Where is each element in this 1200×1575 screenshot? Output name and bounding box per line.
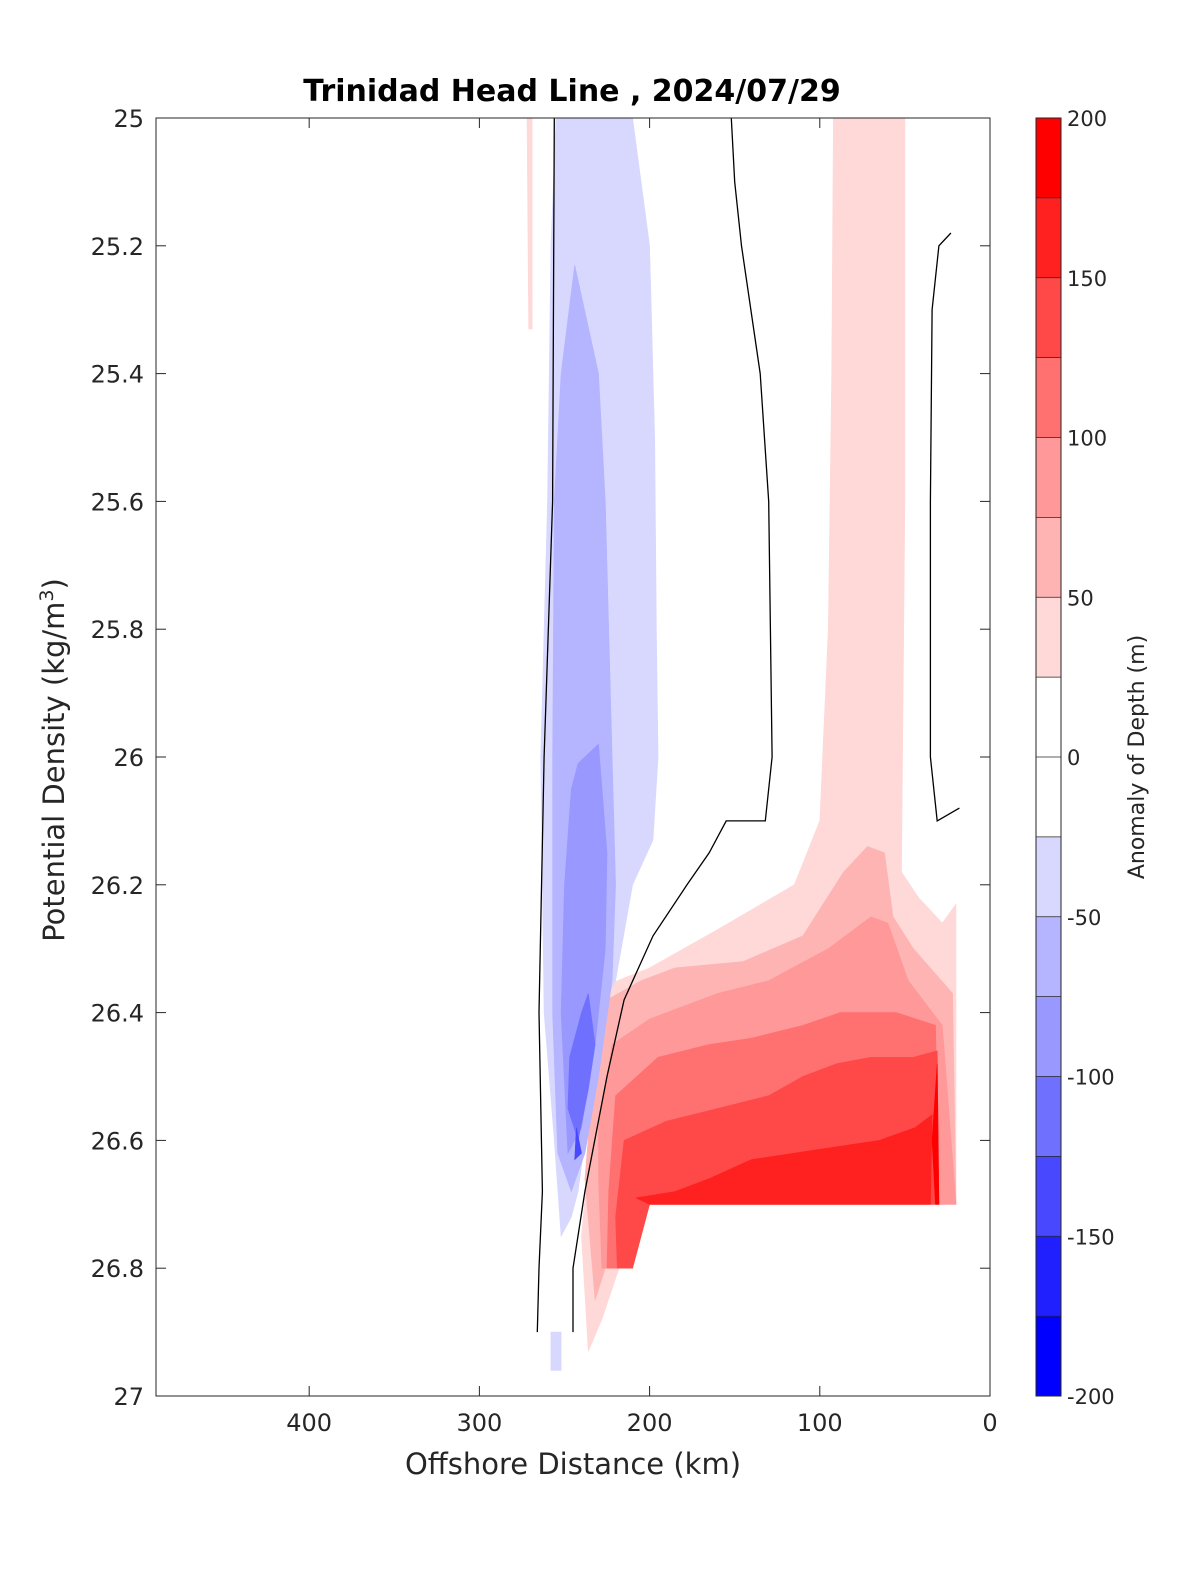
colorbar-segment xyxy=(1036,1076,1061,1157)
colorbar-segment xyxy=(1036,197,1061,278)
x-axis-label: Offshore Distance (km) xyxy=(405,1447,741,1481)
contour-fill-0 xyxy=(526,118,533,330)
colorbar-tick-label: 50 xyxy=(1067,586,1094,610)
contour-fill-12 xyxy=(567,993,596,1142)
colorbar-tick-label: 150 xyxy=(1067,267,1107,291)
zero-contour-line-1 xyxy=(572,118,773,1333)
y-tick-label: 26 xyxy=(113,744,144,772)
colorbar-tick-label: -100 xyxy=(1067,1066,1115,1090)
colorbar-segment xyxy=(1036,118,1061,198)
y-tick-label: 27 xyxy=(113,1383,144,1411)
colorbar-segment xyxy=(1036,277,1061,358)
colorbar-segment xyxy=(1036,677,1061,757)
colorbar-tick-label: -200 xyxy=(1067,1385,1115,1409)
y-tick-label: 26.4 xyxy=(91,1000,144,1028)
x-tick-label: 100 xyxy=(797,1409,843,1437)
colorbar-segment xyxy=(1036,1156,1061,1237)
contour-fill-7 xyxy=(931,1063,940,1205)
y-tick-label: 25.2 xyxy=(91,233,144,261)
contour-fill-6 xyxy=(634,1114,933,1205)
colorbar-frame xyxy=(1035,117,1062,1397)
zero-contour-line-2 xyxy=(929,232,960,822)
y-axis-label-base: Potential Density (kg/m xyxy=(37,602,71,942)
colorbar-segment xyxy=(1036,597,1061,678)
colorbar-segment xyxy=(1036,1236,1061,1317)
y-tick-label: 26.6 xyxy=(91,1127,144,1155)
colorbar: 200 150 100 50 0 -50 -100 -150 -200 xyxy=(1035,107,1115,1409)
zero-contours xyxy=(536,118,960,1333)
contour-fills xyxy=(526,118,957,1371)
y-tick-label: 25.8 xyxy=(91,616,144,644)
y-axis-label-superscript: 3 xyxy=(36,589,58,601)
plot-area: 400 300 200 100 0 25 25.2 25.4 25.6 25.8 26 26.2 26… xyxy=(91,105,998,1437)
x-axis: 400 300 200 100 0 xyxy=(286,118,998,1437)
colorbar-tick-label: 200 xyxy=(1067,107,1107,131)
contour-fill-9 xyxy=(550,1331,562,1371)
colorbar-segment xyxy=(1036,996,1061,1077)
y-tick-label: 26.2 xyxy=(91,872,144,900)
y-axis-label: Potential Density (kg/m3) xyxy=(36,578,71,942)
colorbar-label: Anomaly of Depth (m) xyxy=(1125,635,1150,879)
colorbar-segment xyxy=(1036,437,1061,518)
colorbar-segment xyxy=(1036,517,1061,598)
colorbar-segment xyxy=(1036,357,1061,438)
colorbar-tick-label: -50 xyxy=(1067,906,1101,930)
x-tick-label: 200 xyxy=(627,1409,673,1437)
colorbar-tick-label: 100 xyxy=(1067,427,1107,451)
colorbar-segment xyxy=(1036,1316,1061,1396)
y-tick-label: 25 xyxy=(113,105,144,133)
y-tick-label: 26.8 xyxy=(91,1255,144,1283)
colorbar-segment xyxy=(1036,916,1061,997)
y-axis-label-end: ) xyxy=(37,578,71,589)
y-tick-label: 25.6 xyxy=(91,488,144,516)
x-tick-label: 400 xyxy=(286,1409,332,1437)
colorbar-tick-label: 0 xyxy=(1067,746,1080,770)
y-tick-label: 25.4 xyxy=(91,361,144,389)
y-axis: 25 25.2 25.4 25.6 25.8 26 26.2 26.4 26.6 26.8 27 xyxy=(91,105,990,1411)
chart-title: Trinidad Head Line , 2024/07/29 xyxy=(303,74,840,109)
x-tick-label: 0 xyxy=(982,1409,997,1437)
x-tick-label: 300 xyxy=(456,1409,502,1437)
colorbar-segment xyxy=(1036,836,1061,917)
zero-contour-line-0 xyxy=(536,118,555,1333)
contour-fill-13 xyxy=(574,1127,582,1161)
colorbar-tick-label: -150 xyxy=(1067,1225,1115,1249)
colorbar-segment xyxy=(1036,757,1061,837)
